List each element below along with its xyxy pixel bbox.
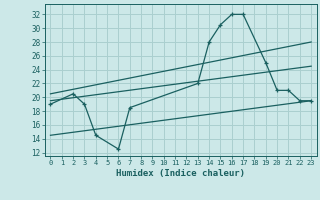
X-axis label: Humidex (Indice chaleur): Humidex (Indice chaleur)	[116, 169, 245, 178]
